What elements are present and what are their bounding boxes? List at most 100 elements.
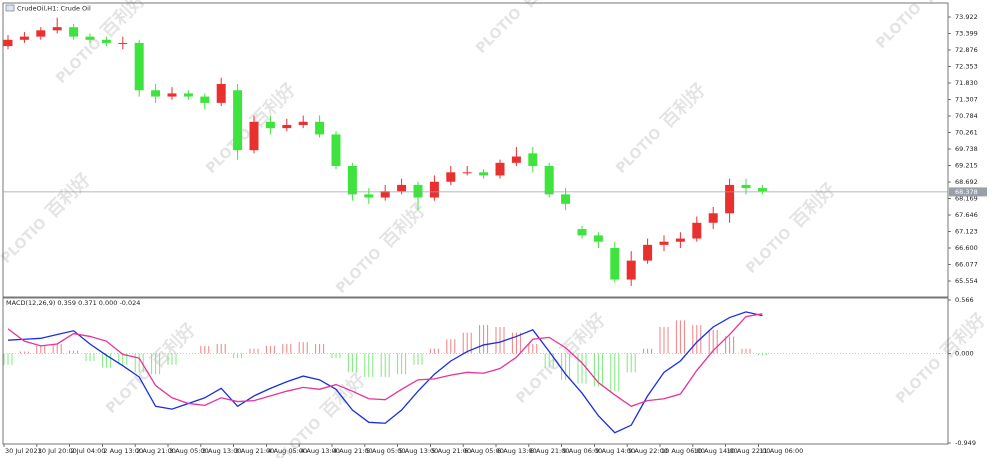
x-tick-label: 2 Aug 21:00 [136,447,176,455]
candle-body [200,96,210,103]
candle-body [495,162,505,176]
x-tick-label: 9 Aug 14:00 [595,447,635,455]
candle-body [298,121,308,125]
candle-body [413,184,423,198]
candle-body [479,172,489,176]
x-tick-label: 4 Aug 21:00 [333,447,373,455]
x-tick-label: 30 Jul 2021 [5,447,42,455]
chart-icon [5,4,15,12]
candle-body [85,36,95,40]
x-tick-label: 2 Jul 04:00 [71,447,106,455]
candle-body [561,194,571,204]
y-tick-label: 71.830 [955,79,978,87]
candle-body [429,181,439,198]
macd-panel [2,297,949,445]
candle-body [216,83,226,103]
y-tick-label: 69.215 [955,162,978,170]
candle-body [462,172,472,174]
candle-body [183,93,193,97]
candle-body [3,39,13,47]
current-price-label: 68.378 [955,188,978,196]
chart-title: CrudeOil,H1: Crude Oil [17,5,91,13]
x-tick-label: 5 Aug 21:00 [431,447,471,455]
candle-body [69,27,79,37]
candle-body [643,244,653,261]
x-tick-label: 5 Aug 13:00 [399,447,439,455]
x-tick-label: 6 Aug 13:00 [497,447,537,455]
y-tick-label: 68.169 [955,195,978,203]
macd-line [7,311,763,434]
y-tick-label: 70.784 [955,112,978,120]
macd-title: MACD(12,26,9) 0.359 0.371 0.000 -0.024 [6,299,140,307]
candle-body [725,184,735,214]
candle-body [134,42,144,91]
y-tick-label: 67.646 [955,211,978,219]
y-tick-label: 0.000 [955,349,974,357]
candle-body [708,213,718,223]
x-tick-label: 9 Aug 22:00 [628,447,668,455]
candle-body [511,156,521,163]
y-tick-label: 71.307 [955,96,978,104]
current-price-box [949,187,987,197]
x-tick-label: 9 Aug 06:00 [563,447,603,455]
candle-body [741,184,751,189]
candle-body [593,235,603,242]
y-tick-label: 65.554 [955,277,978,285]
candle-body [692,222,702,239]
candle-body [675,238,685,242]
candle-body [282,124,292,129]
candle-body [626,260,636,280]
candle-body [167,93,177,97]
candle-body [52,27,62,31]
candle-body [151,90,161,97]
candle-body [331,134,341,166]
candle-body [757,188,767,192]
y-tick-label: 72.876 [955,46,978,54]
candle-body [101,39,111,43]
candle-body [380,191,390,198]
price-panel [2,2,949,298]
x-tick-label: 6 Aug 21:00 [530,447,570,455]
candle-body [577,229,587,236]
y-tick-label: 73.399 [955,30,978,38]
x-tick-label: 11 Aug 06:00 [759,447,803,455]
x-tick-label: 30 Jul 20:00 [38,447,77,455]
y-tick-label: 66.077 [955,261,978,269]
candle-body [249,121,259,151]
y-tick-label: 73.922 [955,13,978,21]
candle-body [315,121,325,135]
candle-body [364,194,374,198]
y-tick-label: 70.261 [955,129,978,137]
x-tick-label: 2 Aug 13:00 [103,447,143,455]
x-tick-label: 10 Aug 06:00 [661,447,705,455]
y-tick-label: 72.353 [955,63,978,71]
candle-body [446,172,456,182]
x-tick-label: 4 Aug 13:00 [300,447,340,455]
x-tick-label: 3 Aug 05:00 [169,447,209,455]
x-tick-label: 4 Aug 05:00 [267,447,307,455]
y-tick-label: 69.738 [955,145,978,153]
x-tick-label: 5 Aug 05:00 [366,447,406,455]
x-tick-label: 3 Aug 21:00 [235,447,275,455]
candle-body [528,153,538,166]
y-tick-label: -0.949 [955,439,976,447]
candle-body [233,90,243,151]
y-tick-label: 0.566 [955,296,974,304]
candle-body [118,42,128,44]
candle-body [347,165,357,195]
y-tick-label: 66.600 [955,244,978,252]
candle-body [544,165,554,195]
y-tick-label: 67.123 [955,228,978,236]
y-tick-label: 68.692 [955,178,978,186]
candle-body [36,30,46,37]
candle-body [265,121,275,129]
x-tick-label: 6 Aug 05:00 [464,447,504,455]
x-tick-label: 10 Aug 14:00 [694,447,738,455]
candle-body [610,248,620,280]
x-tick-label: 3 Aug 13:00 [202,447,242,455]
candle-body [397,184,407,192]
candle-body [659,241,669,245]
macd-line [7,313,763,408]
